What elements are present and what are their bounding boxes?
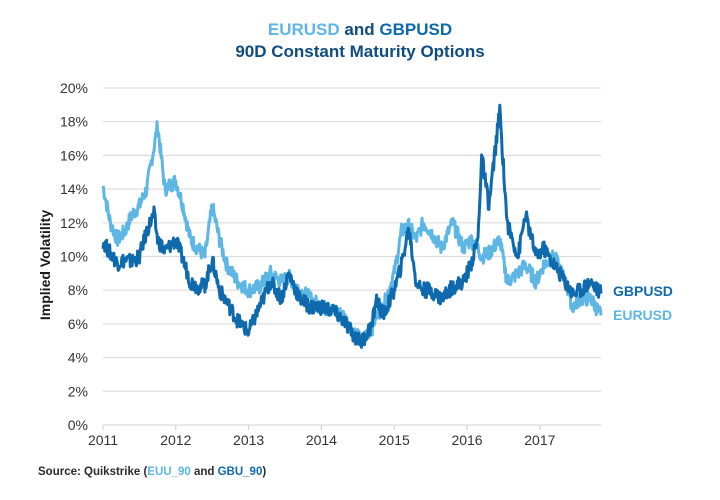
y-tick-label: 12% [60, 215, 88, 231]
legend-gbpusd: GBPUSD [613, 283, 673, 299]
y-tick-label: 6% [68, 316, 88, 332]
y-tick-label: 20% [60, 80, 88, 96]
series-lines [101, 103, 603, 349]
x-tick-label: 2014 [306, 432, 337, 448]
y-tick-label: 8% [68, 282, 88, 298]
y-tick-label: 10% [60, 249, 88, 265]
y-tick-label: 16% [60, 147, 88, 163]
x-tick-label: 2016 [451, 432, 482, 448]
x-tick-label: 2013 [233, 432, 264, 448]
title-gbpusd: GBPUSD [379, 20, 453, 39]
title-and: and [339, 20, 380, 39]
series-line-gbpusd [101, 103, 603, 349]
x-tick-label: 2011 [88, 432, 118, 448]
y-tick-label: 2% [68, 383, 88, 399]
legend-eurusd: EURUSD [613, 307, 672, 323]
y-axis-label: Implied Volatility [37, 210, 53, 320]
source-code-eurusd: EUU_90 [147, 466, 191, 478]
x-axis-ticks: 2011 2012 2013 2014 2015 2016 2017 [88, 425, 556, 448]
chart-title-line2: 90D Constant Maturity Options [235, 42, 485, 61]
source-note: Source: Quikstrike (EUU_90 and GBU_90) [38, 466, 266, 478]
chart-title-line1: EURUSD and GBPUSD [0, 20, 720, 40]
y-tick-label: 4% [68, 350, 88, 366]
x-tick-label: 2015 [379, 432, 410, 448]
y-tick-label: 14% [60, 181, 88, 197]
source-code-gbpusd: GBU_90 [217, 466, 263, 478]
y-tick-label: 0% [68, 417, 88, 433]
y-axis-ticks: 0% 2% 4% 6% 8% 10% 12% 14% 16% 18% 20% [60, 80, 88, 433]
x-tick-label: 2017 [524, 432, 555, 448]
source-mid: and [190, 466, 218, 478]
title-eurusd: EURUSD [267, 20, 340, 39]
x-tick-label: 2012 [160, 432, 191, 448]
source-prefix: Source: Quikstrike ( [38, 466, 148, 478]
y-tick-label: 18% [60, 114, 88, 130]
gridlines [103, 87, 601, 426]
source-suffix: ) [262, 466, 267, 478]
